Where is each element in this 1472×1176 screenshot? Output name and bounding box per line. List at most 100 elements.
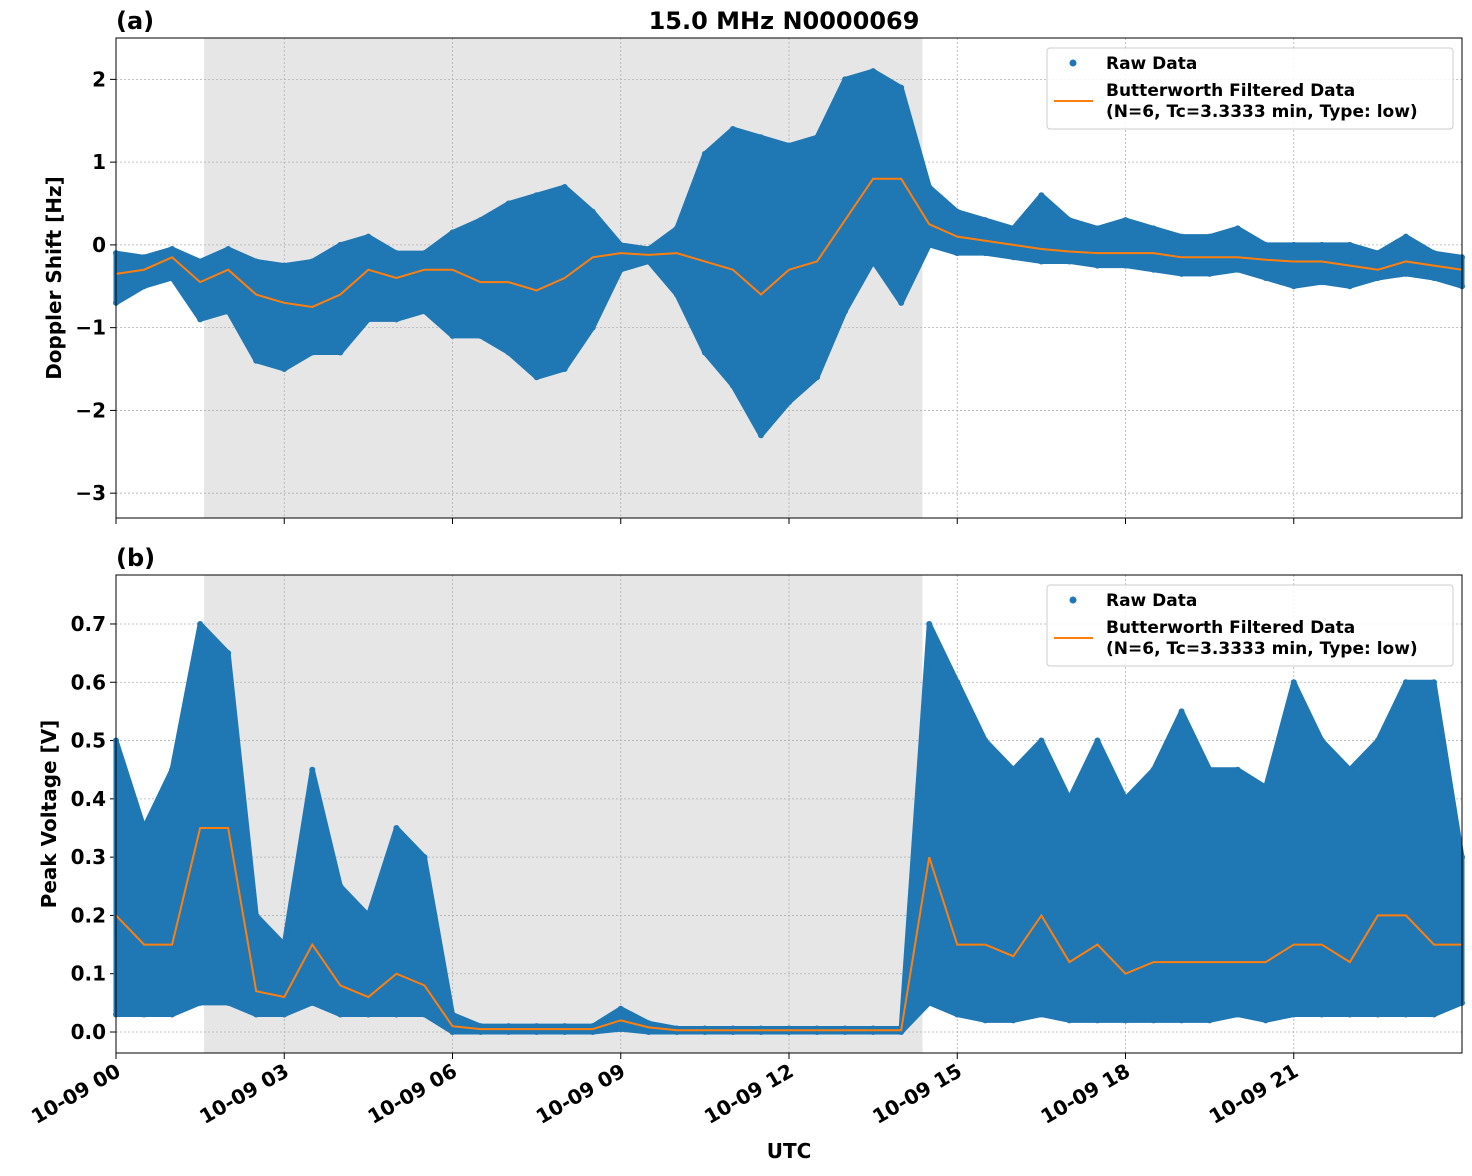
raw-data-point [281, 366, 288, 373]
raw-data-point [1178, 1017, 1185, 1024]
raw-data-point [225, 308, 232, 315]
raw-data-point [1038, 192, 1045, 199]
raw-data-point [1402, 233, 1409, 240]
raw-data-point [561, 1023, 568, 1030]
raw-data-point [1094, 737, 1101, 744]
raw-data-point [870, 258, 877, 265]
raw-data-point [1066, 258, 1073, 265]
raw-data-point [477, 332, 484, 339]
raw-data-point [982, 250, 989, 257]
y-tick-label: 0.1 [71, 962, 106, 986]
raw-data-point [309, 766, 316, 773]
raw-data-point [337, 883, 344, 890]
raw-data-point [617, 266, 624, 273]
x-tick-label: 10-09 21 [1205, 1059, 1303, 1129]
raw-data-point [1010, 766, 1017, 773]
y-tick-label: 0.0 [71, 1020, 106, 1044]
raw-data-point [309, 349, 316, 356]
legend-filtered-params: (N=6, Tc=3.3333 min, Type: low) [1106, 102, 1418, 122]
raw-data-point [1430, 250, 1437, 257]
raw-data-point [1150, 225, 1157, 232]
legend: Raw Data Butterworth Filtered Data(N=6, T… [1046, 47, 1454, 130]
raw-data-point [1122, 217, 1129, 224]
raw-data-point [477, 1029, 484, 1036]
raw-data-point [561, 183, 568, 190]
raw-data-point [449, 1029, 456, 1036]
axes-frame [115, 574, 1463, 1054]
raw-data-point [169, 246, 176, 253]
raw-data-point [898, 299, 905, 306]
raw-data-point [898, 84, 905, 91]
panel-b-plot: 10-09 00 10-09 03 10-09 06 10-09 09 10-09 12… [27, 574, 1465, 1129]
x-tick-label: 10-09 09 [532, 1059, 630, 1129]
y-tick-label: 1 [92, 150, 106, 174]
raw-data-point [505, 1029, 512, 1036]
raw-data-point [1234, 766, 1241, 773]
raw-data-point [1374, 737, 1381, 744]
raw-data-point [1430, 275, 1437, 281]
raw-data-point [169, 1011, 176, 1018]
raw-data-point [1206, 270, 1213, 277]
raw-data-point [197, 316, 204, 323]
raw-data-point [421, 1011, 428, 1018]
raw-data-point [1178, 233, 1185, 240]
panel-b-ylabel: Peak Voltage [V] [37, 720, 61, 909]
raw-data-point [617, 1026, 624, 1033]
raw-data-point [1374, 250, 1381, 257]
raw-data-point [393, 316, 400, 323]
raw-data-point [337, 241, 344, 248]
raw-data-point [393, 824, 400, 831]
raw-data-point [1262, 241, 1269, 248]
raw-data-point [1346, 241, 1353, 248]
y-tick-label: 0.3 [71, 845, 106, 869]
raw-data-point [1038, 1011, 1045, 1018]
raw-data-point [533, 192, 540, 199]
raw-data-point [449, 229, 456, 236]
panel-a-ylabel: Doppler Shift [Hz] [42, 176, 66, 380]
raw-data-point [393, 1011, 400, 1018]
raw-data-point [1346, 766, 1353, 773]
raw-data-point [982, 737, 989, 744]
filtered-data-line [115, 177, 1463, 308]
raw-data-point [814, 134, 821, 141]
legend-box [1046, 47, 1454, 130]
raw-data-point [1094, 225, 1101, 232]
legend-box [1046, 584, 1454, 667]
raw-data-point [505, 349, 512, 356]
raw-data-point [197, 999, 204, 1006]
raw-data-point [1290, 679, 1297, 686]
y-tick-label: −2 [75, 398, 106, 422]
raw-data-point [337, 1011, 344, 1018]
x-tick-label: 10-09 06 [363, 1059, 461, 1129]
legend: Raw Data Butterworth Filtered Data(N=6, T… [1046, 584, 1454, 667]
raw-data-point [561, 1029, 568, 1036]
raw-data-point [926, 999, 933, 1006]
raw-data-point [1374, 275, 1381, 281]
raw-data-point [449, 1011, 456, 1018]
raw-data-point [926, 620, 933, 627]
raw-data-point [281, 941, 288, 948]
raw-data-point [365, 233, 372, 240]
raw-data-point [1318, 279, 1325, 286]
raw-data-point [141, 283, 148, 290]
raw-data-point [589, 324, 596, 331]
raw-data-point [1206, 1017, 1213, 1024]
raw-data-point [1150, 266, 1157, 273]
raw-data-point [141, 824, 148, 831]
raw-data-point [1234, 1011, 1241, 1018]
raw-data-point [1122, 262, 1129, 269]
x-tick-label: 10-09 18 [1036, 1059, 1134, 1129]
raw-data-point [1122, 795, 1129, 802]
raw-data-point [729, 382, 736, 389]
y-tick-label: 0.6 [71, 670, 106, 694]
raw-data-point [1066, 1017, 1073, 1024]
raw-data-point [449, 332, 456, 339]
raw-data-point [1234, 266, 1241, 273]
legend-filtered-label: Butterworth Filtered Data [1106, 81, 1355, 101]
raw-data-point [757, 432, 764, 439]
raw-data-point [281, 1011, 288, 1018]
raw-data-point [533, 374, 540, 381]
raw-data-point [589, 1029, 596, 1036]
raw-data-point [281, 262, 288, 269]
